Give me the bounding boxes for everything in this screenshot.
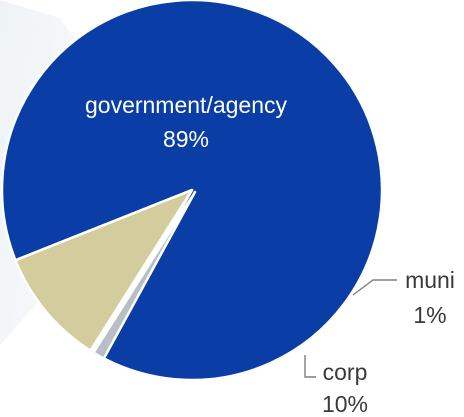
pie-slice-muni — [92, 190, 197, 360]
leader-line-muni — [352, 279, 397, 296]
slice-label-government-agency: government/agency — [85, 92, 288, 118]
slice-label-corp: corp — [323, 359, 368, 385]
slice-label-muni: muni — [405, 267, 455, 293]
slice-percent-muni: 1% — [413, 302, 446, 328]
pie-slice-corp — [14, 188, 194, 352]
leader-line-corp — [304, 355, 316, 378]
slice-percent-corp: 10% — [322, 391, 368, 417]
pie-slice-government-agency — [0, 0, 384, 382]
pie-labels: government/agency 89% muni 1% corp 10% — [85, 92, 455, 417]
slice-percent-government-agency: 89% — [163, 126, 209, 152]
pie-slices — [0, 0, 384, 382]
